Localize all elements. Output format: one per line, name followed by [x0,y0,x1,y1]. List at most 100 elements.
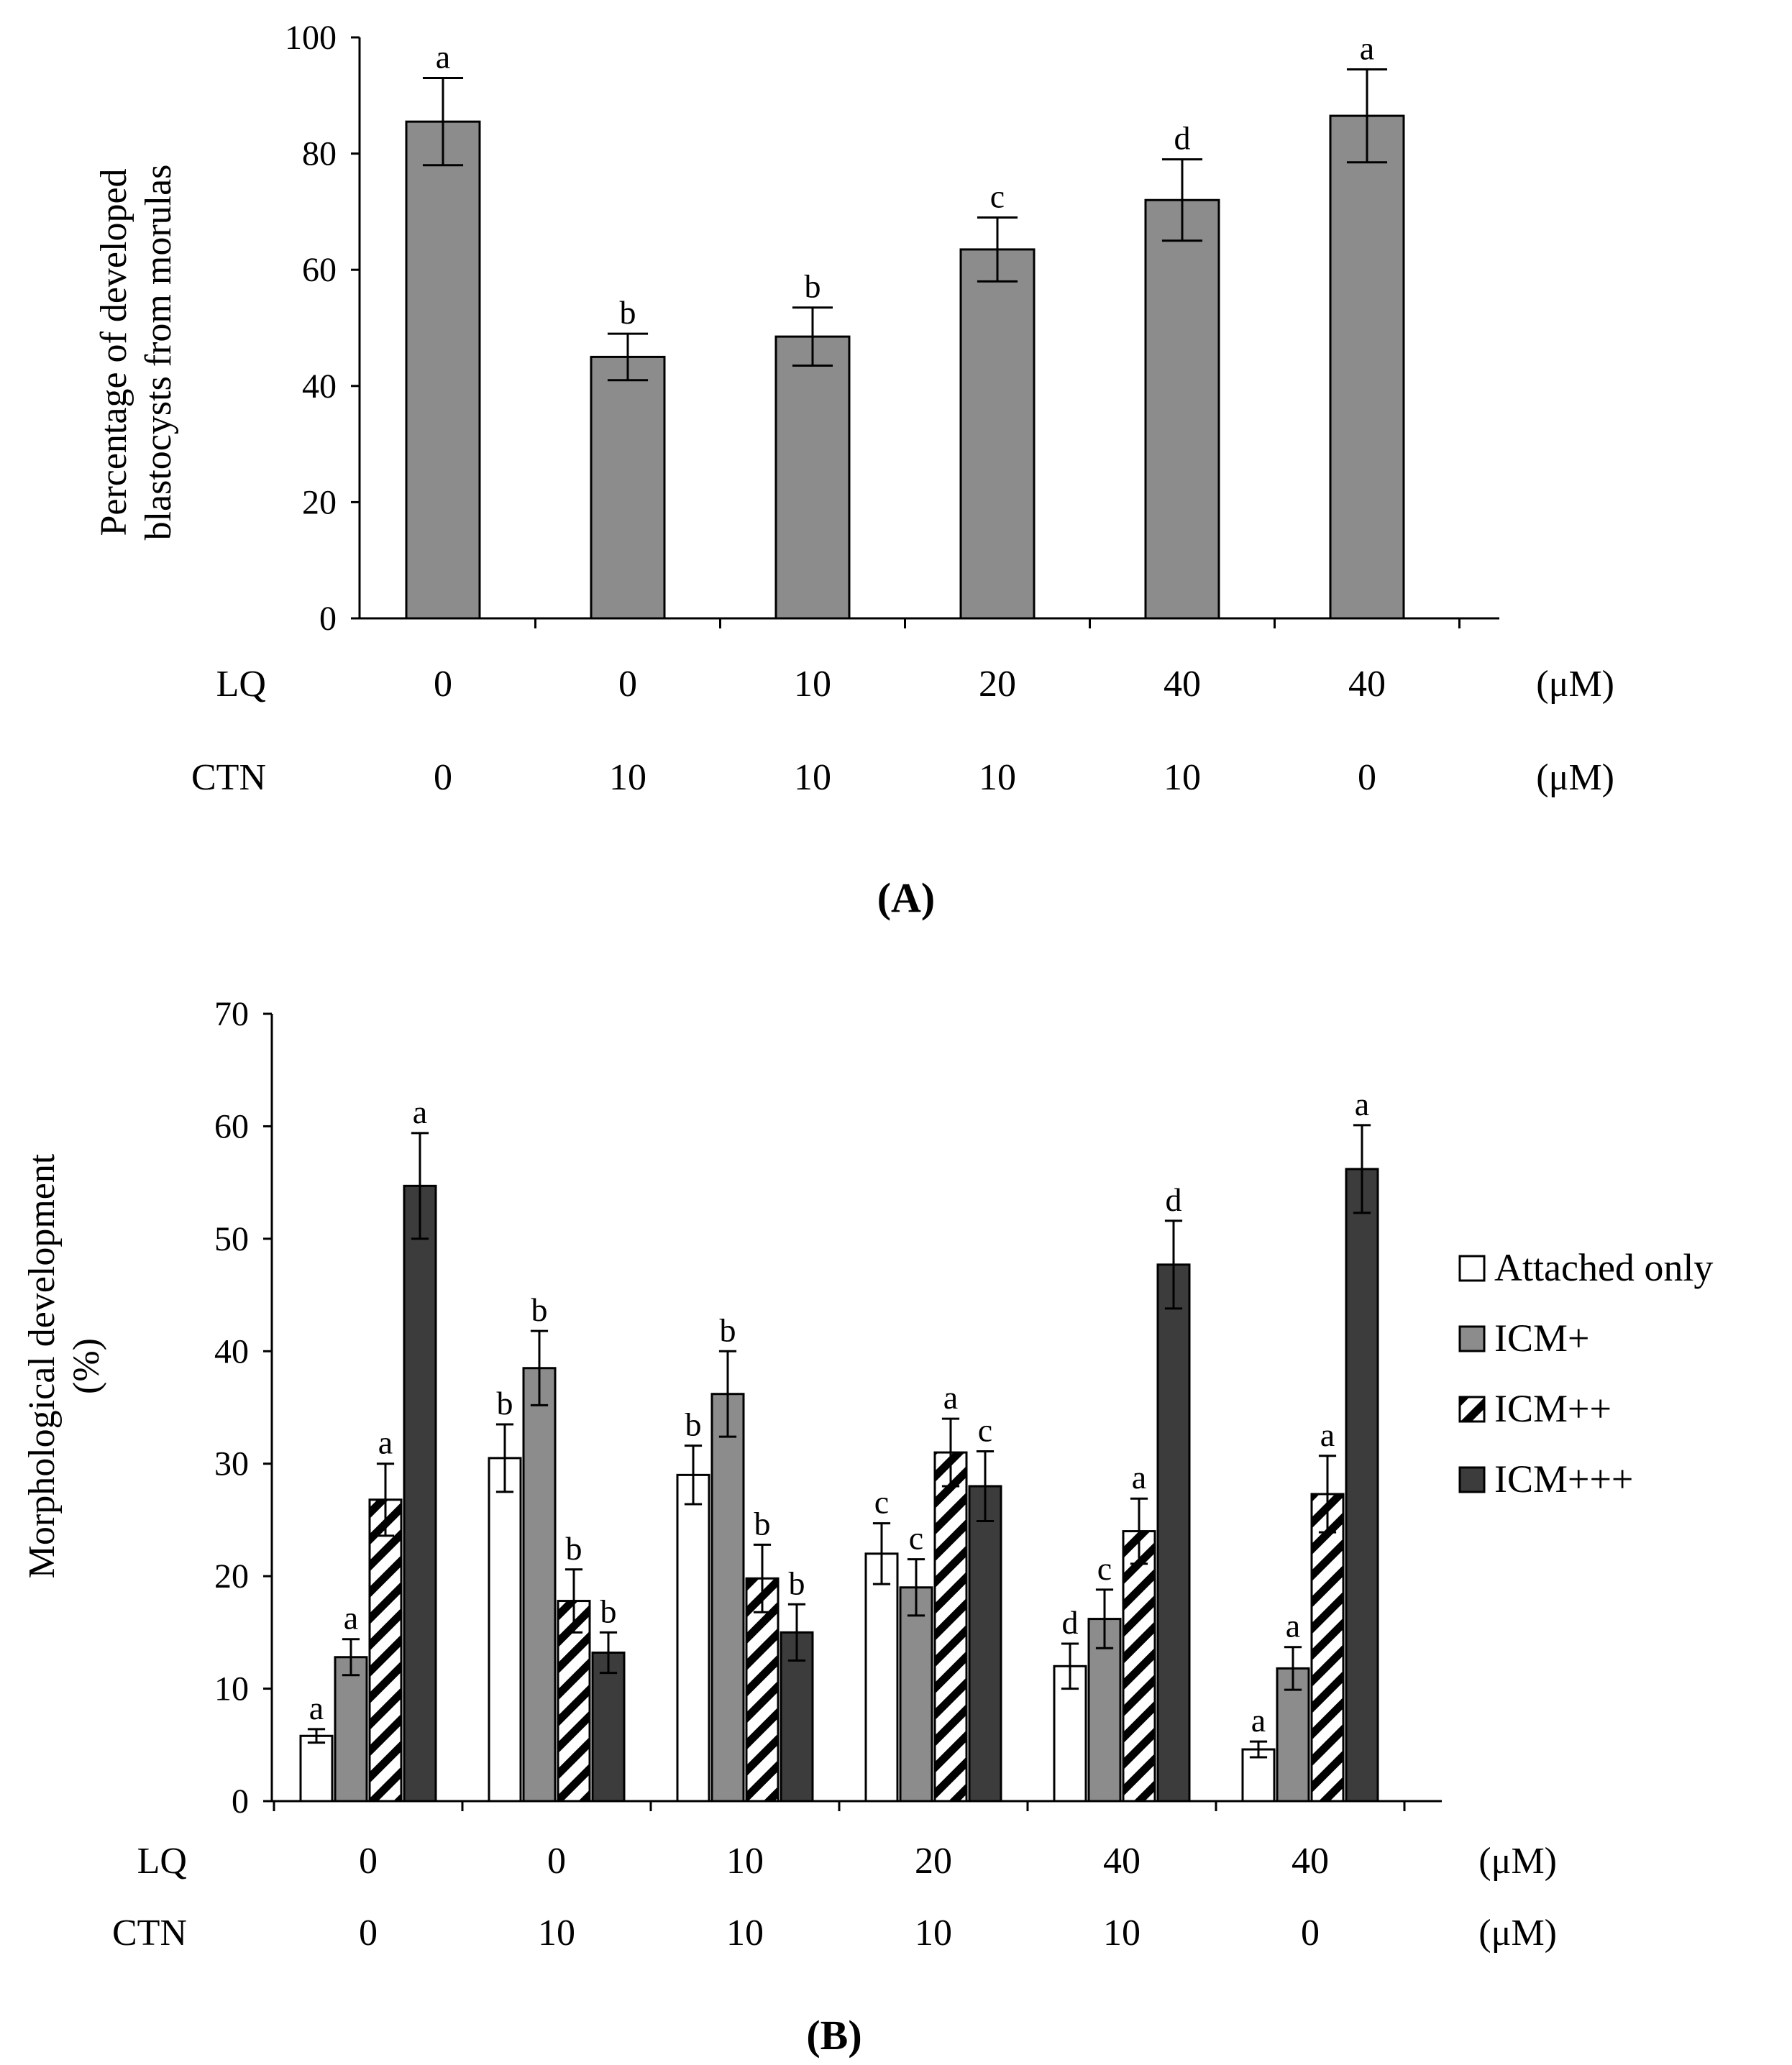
chart-b-legend-label: ICM+ [1494,1317,1589,1360]
chart-a-x-tick-label-ctn: 0 [434,757,452,798]
chart-b-significance-label: b [685,1406,702,1443]
chart-b-significance-label: b [531,1291,548,1328]
chart-b-row-label-ctn: CTN [112,1913,187,1954]
chart-a-bar [774,335,851,620]
chart-a-x-tick-label-ctn: 10 [609,757,646,798]
chart-b-significance-label: c [909,1520,923,1557]
chart-b-significance-label: d [1062,1604,1079,1641]
chart-a-significance-label: b [620,294,636,331]
chart-panel-b: Morphological development (%) 0 10 20 30 40 5… [22,995,1713,2059]
chart-b-bar [1053,1665,1087,1803]
chart-b-y-tick-label: 10 [214,1670,249,1708]
chart-b-significance-label: c [874,1484,889,1521]
chart-b-x-tick-label-ctn: 0 [1301,1913,1320,1954]
chart-b-y-tick-label: 50 [214,1220,249,1258]
chart-b-significance-label: a [344,1600,358,1636]
chart-b-significance-label: a [1355,1086,1369,1122]
chart-b-y-axis-title-line1: Morphological development [22,1153,63,1578]
chart-b-bar [676,1473,710,1803]
chart-b-bar [368,1498,403,1803]
chart-a-bar [405,120,481,620]
chart-a-bar [1144,198,1220,620]
chart-a-y-tick-label: 60 [302,251,337,289]
chart-b-x-tick-label-ctn: 0 [359,1913,378,1954]
chart-b-bar [488,1457,522,1803]
chart-a-significance-label: b [805,268,821,305]
chart-b-x-tick-label-ctn: 10 [915,1913,952,1954]
chart-b-bar [1156,1263,1191,1803]
chart-b-bar [522,1367,557,1803]
chart-a-y-tick-label: 100 [285,19,337,57]
chart-b-significance-label: a [1286,1608,1300,1644]
chart-b-legend-swatch [1458,1396,1486,1423]
chart-b-bar [864,1552,899,1803]
chart-b-row-unit-ctn: (μM) [1478,1913,1557,1954]
chart-b-legend-label: ICM+++ [1494,1457,1633,1501]
chart-b-legend-label: ICM++ [1494,1387,1612,1430]
chart-a-significance-label: d [1174,120,1191,157]
chart-b-bar [933,1451,968,1803]
chart-a-bar [590,355,666,620]
chart-a-x-tick-label-ctn: 0 [1358,757,1376,798]
chart-a-y-axis-title-line1: Percentage of developed [93,168,134,536]
chart-b-y-tick-label: 20 [214,1557,249,1595]
chart-b-y-axis-title-line2: (%) [66,1338,107,1394]
chart-b-legend: Attached only ICM+ ICM++ ICM+++ [1458,1246,1713,1501]
chart-a-y-tick-label: 0 [319,600,337,638]
chart-b-bar [968,1485,1002,1803]
chart-b-row-unit-lq: (μM) [1478,1841,1557,1882]
chart-a-x-tick-label-ctn: 10 [979,757,1016,798]
chart-a-y-tick-label: 20 [302,483,337,521]
chart-a-y-tick-label: 40 [302,367,337,406]
chart-b-x-tick-label-lq: 40 [1292,1841,1329,1882]
chart-b-bar [1122,1530,1156,1803]
chart-b-bar [1310,1493,1345,1803]
chart-b-significance-label: a [1251,1702,1266,1739]
chart-b-legend-swatch [1458,1325,1486,1352]
chart-b-significance-label: a [309,1690,324,1726]
chart-a-row-unit-lq: (μM) [1536,664,1614,705]
chart-a-x-tick-label-ctn: 10 [1164,757,1201,798]
chart-a-x-tick-label-lq: 40 [1348,664,1386,705]
chart-b-significance-label: c [978,1412,992,1449]
chart-b-legend-label: Attached only [1494,1246,1713,1289]
chart-b-x-tick-label-ctn: 10 [726,1913,764,1954]
chart-panel-a: Percentage of developed blastocysts from… [93,19,1614,921]
chart-a-panel-label: (A) [877,874,936,921]
chart-b-y-tick-label: 70 [214,995,249,1033]
chart-b-bar [710,1393,745,1803]
chart-a-bar [1329,114,1405,620]
chart-b-significance-label: b [600,1593,617,1629]
chart-a-significance-label: c [990,178,1005,214]
chart-b-y-tick-label: 40 [214,1332,249,1370]
chart-b-significance-label: b [497,1385,513,1421]
chart-b-panel-label: (B) [806,2012,861,2059]
chart-b-significance-label: a [413,1094,427,1130]
chart-b-x-tick-label-ctn: 10 [1103,1913,1140,1954]
chart-b-bar [299,1734,334,1803]
chart-a-y-tick-label: 80 [302,135,337,173]
chart-a-x-tick-label-lq: 10 [794,664,831,705]
chart-b-x-tick-label-ctn: 10 [538,1913,575,1954]
chart-b-significance-label: b [720,1311,736,1348]
chart-b-bar [334,1656,368,1803]
chart-b-legend-swatch [1458,1255,1486,1282]
chart-a-significance-label: a [436,39,450,75]
chart-b-legend-swatch [1458,1466,1486,1493]
chart-b-x-tick-label-lq: 10 [726,1841,764,1882]
chart-b-significance-label: a [943,1379,958,1416]
chart-a-x-tick-label-ctn: 10 [794,757,831,798]
chart-b-significance-label: c [1097,1550,1112,1587]
chart-b-row-label-lq: LQ [137,1841,187,1882]
chart-a-significance-label: a [1360,29,1374,66]
chart-b-y-tick-label: 30 [214,1445,249,1483]
chart-b-y-tick-label: 0 [232,1782,249,1821]
chart-b-significance-label: a [1132,1459,1146,1496]
chart-a-row-label-lq: LQ [216,664,266,705]
chart-b-x-tick-label-lq: 20 [915,1841,952,1882]
chart-b-bar [1345,1168,1379,1803]
chart-b-significance-label: b [566,1530,582,1567]
chart-a-row-unit-ctn: (μM) [1536,757,1614,798]
chart-a-bar [959,248,1036,620]
chart-b-x-tick-label-lq: 0 [359,1841,378,1882]
